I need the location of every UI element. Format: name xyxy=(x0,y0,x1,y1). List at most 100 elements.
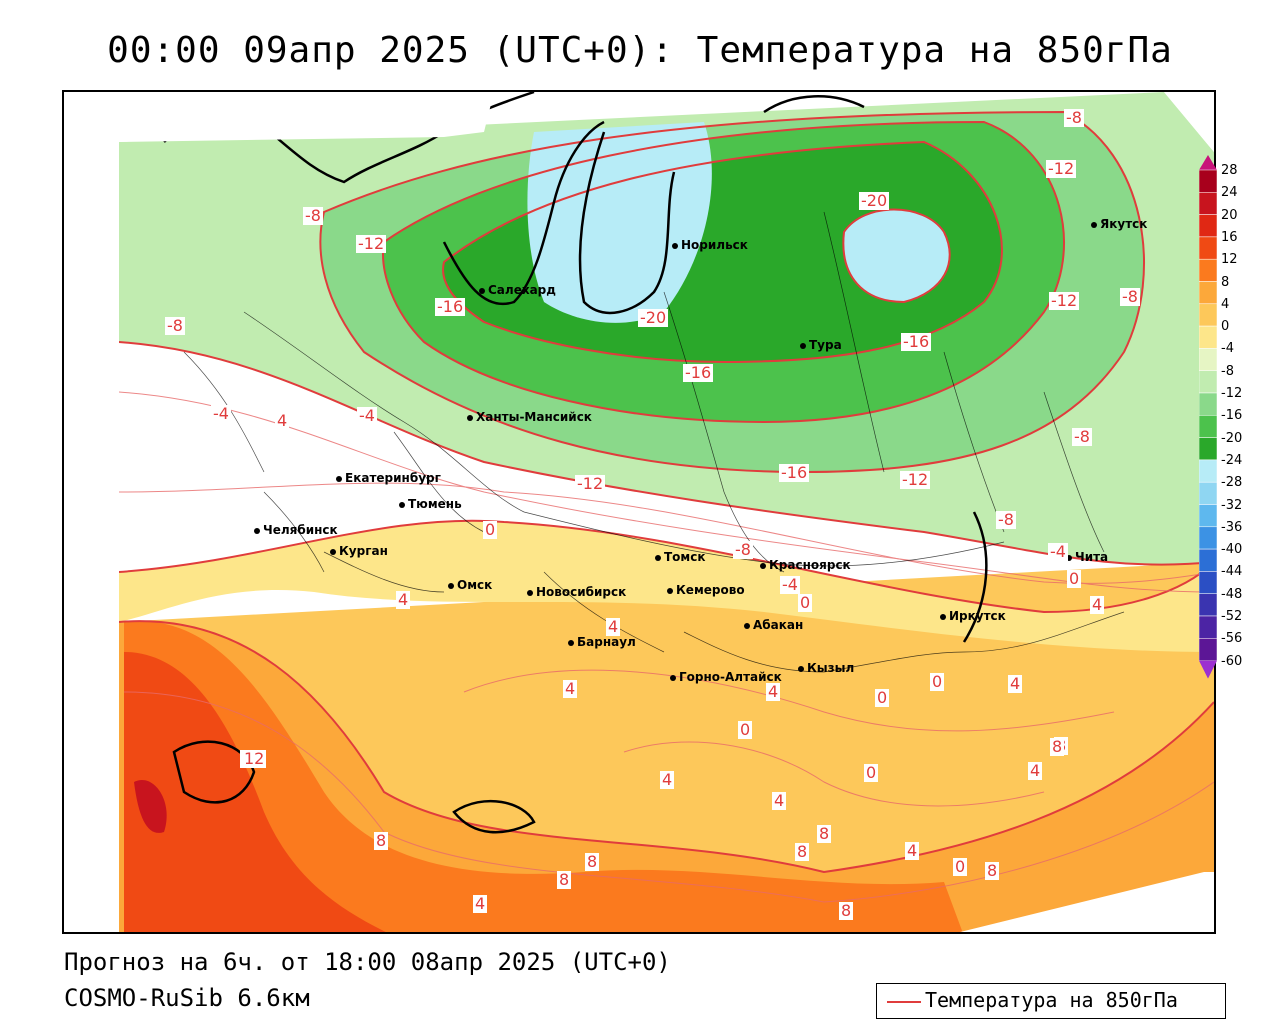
isotherm-label: 0 xyxy=(483,520,498,539)
map-title: 00:00 09апр 2025 (UTC+0): Температура на… xyxy=(107,30,1173,71)
colorbar-top-arrow xyxy=(1199,155,1217,170)
isotherm-label: -12 xyxy=(1049,291,1080,310)
isotherm-label: 8 xyxy=(374,831,389,850)
colorbar-swatch xyxy=(1199,526,1218,550)
colorbar-swatch xyxy=(1199,415,1218,438)
city-label: Якутск xyxy=(1100,217,1148,231)
city-label: Тура xyxy=(809,338,842,352)
city-label: Норильск xyxy=(681,238,748,252)
colorbar-tick-label: -40 xyxy=(1221,542,1243,558)
city-label: Новосибирск xyxy=(536,585,627,599)
isotherm-label: 8 xyxy=(795,842,810,861)
colorbar-swatch xyxy=(1199,548,1218,572)
model-name: COSMO-RuSib 6.6км xyxy=(64,984,310,1012)
city-dot-icon xyxy=(527,589,533,596)
isotherm-label: -20 xyxy=(859,191,890,210)
city-label: Екатеринбург xyxy=(345,471,441,485)
isotherm-label: -4 xyxy=(211,404,231,423)
colorbar-tick-label: -16 xyxy=(1221,408,1243,424)
colorbar-swatch xyxy=(1199,593,1218,617)
colorbar-tick-label: -32 xyxy=(1221,497,1243,513)
city-label: Челябинск xyxy=(263,523,338,537)
isotherm-label: 0 xyxy=(864,763,879,782)
city-dot-icon xyxy=(744,622,750,629)
isotherm-label: -8 xyxy=(733,540,753,559)
city-dot-icon xyxy=(667,587,673,594)
city-dot-icon xyxy=(399,501,405,508)
isotherm-label: -4 xyxy=(780,575,800,594)
colorbar-swatch xyxy=(1199,348,1218,371)
colorbar-swatch xyxy=(1199,192,1218,215)
isotherm-label: 4 xyxy=(473,894,488,913)
colorbar-swatch xyxy=(1199,169,1218,193)
colorbar-swatch xyxy=(1199,281,1218,305)
city-label: Чита xyxy=(1075,550,1109,564)
city-marker: Кемерово xyxy=(667,583,745,597)
city-marker: Новосибирск xyxy=(527,585,626,599)
city-marker: Кызыл xyxy=(798,661,854,675)
city-dot-icon xyxy=(670,674,676,681)
city-marker: Томск xyxy=(655,550,706,564)
colorbar-swatch xyxy=(1199,392,1218,416)
isotherm-label: 4 xyxy=(660,770,675,789)
isotherm-label: -8 xyxy=(165,316,185,335)
colorbar-tick-label: -56 xyxy=(1221,631,1243,647)
colorbar-tick-label: -28 xyxy=(1221,475,1243,491)
city-marker: Тюмень xyxy=(399,497,462,511)
map-fields xyxy=(64,92,1214,932)
colorbar-tick-label: -48 xyxy=(1221,586,1243,602)
colorbar-graphic xyxy=(1199,155,1218,679)
colorbar-tick-label: 12 xyxy=(1221,252,1238,268)
city-label: Ханты-Мансийск xyxy=(476,410,592,424)
colorbar-tick-label: 24 xyxy=(1221,185,1238,201)
city-dot-icon xyxy=(655,554,661,561)
isotherm-label: 4 xyxy=(766,682,781,701)
colorbar-tick-label: -44 xyxy=(1221,564,1243,580)
isotherm-label: 8 xyxy=(817,824,832,843)
isotherm-label: -4 xyxy=(357,406,377,425)
isotherm-label: -12 xyxy=(575,474,606,493)
isotherm-label: -16 xyxy=(435,297,466,316)
city-dot-icon xyxy=(330,548,336,555)
isotherm-label: 4 xyxy=(1028,761,1043,780)
colorbar-swatch xyxy=(1199,258,1218,282)
isotherm-label: -8 xyxy=(303,206,323,225)
isotherm-label: 0 xyxy=(738,720,753,739)
isotherm-label: 4 xyxy=(275,411,290,430)
city-marker: Норильск xyxy=(672,238,748,252)
city-label: Абакан xyxy=(753,618,804,632)
city-dot-icon xyxy=(1066,554,1072,561)
city-dot-icon xyxy=(800,342,806,349)
city-marker: Горно-Алтайск xyxy=(670,670,782,684)
isotherm-label: 0 xyxy=(1067,569,1082,588)
isotherm-label: 4 xyxy=(1090,595,1105,614)
city-marker: Челябинск xyxy=(254,523,338,537)
colorbar-tick-label: 20 xyxy=(1221,207,1238,223)
city-dot-icon xyxy=(254,527,260,534)
isotherm-label: -12 xyxy=(356,234,387,253)
isotherm-label: 0 xyxy=(875,688,890,707)
isotherm-label: -12 xyxy=(1046,159,1077,178)
isotherm-label: -12 xyxy=(900,470,931,489)
colorbar-tick-label: -24 xyxy=(1221,452,1243,468)
city-label: Барнаул xyxy=(577,635,636,649)
colorbar-swatch xyxy=(1199,370,1218,394)
colorbar-swatch xyxy=(1199,615,1218,639)
isotherm-label: 8 xyxy=(839,901,854,920)
city-dot-icon xyxy=(672,242,678,249)
colorbar-swatch xyxy=(1199,481,1218,505)
city-label: Кызыл xyxy=(807,661,855,675)
city-marker: Красноярск xyxy=(760,558,851,572)
legend: Температура на 850гПа xyxy=(876,983,1226,1019)
city-label: Красноярск xyxy=(769,558,851,572)
colorbar-swatch xyxy=(1199,437,1218,461)
colorbar-tick-label: 28 xyxy=(1221,163,1238,178)
city-label: Курган xyxy=(339,544,388,558)
colorbar-swatch xyxy=(1199,638,1218,661)
city-dot-icon xyxy=(336,475,342,482)
city-marker: Ханты-Мансийск xyxy=(467,410,592,424)
city-marker: Иркутск xyxy=(940,609,1006,623)
colorbar-tick-label: -8 xyxy=(1221,363,1234,379)
city-dot-icon xyxy=(760,562,766,569)
city-label: Тюмень xyxy=(408,497,462,511)
